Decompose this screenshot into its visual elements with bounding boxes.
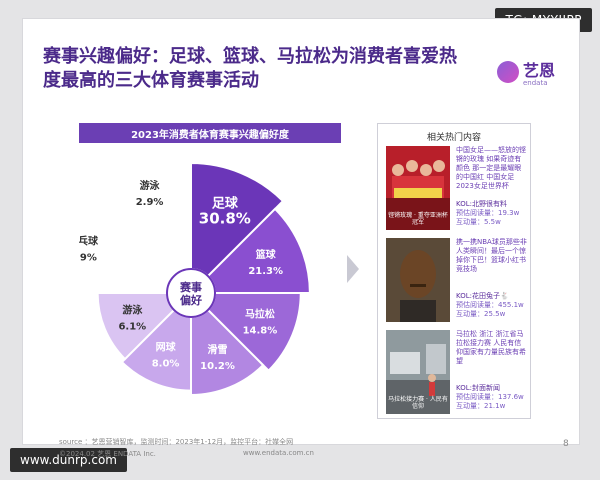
footer-copyright: ©2024.02 艺恩 ENDATA Inc. bbox=[59, 450, 156, 458]
hot-item-meta: KOL:花田兔子🐇 预估阅读量：455.1w 互动量：25.5w bbox=[456, 292, 528, 319]
hot-item-interactions: 互动量：25.5w bbox=[456, 310, 506, 318]
chart-title: 2023年消费者体育赛事兴趣偏好度 bbox=[79, 123, 341, 143]
hot-item-meta: KOL:封面新闻 预估阅读量：137.6w 互动量：21.1w bbox=[456, 384, 528, 411]
hot-item-meta: KOL:北野很有料 预估阅读量：19.3w 互动量：5.5w bbox=[456, 200, 528, 227]
slice-value-label: 5.9% bbox=[79, 252, 97, 263]
slide-title: 赛事兴趣偏好：足球、篮球、马拉松为消费者喜爱热度最高的三大体育赛事活动 bbox=[43, 46, 457, 91]
hot-item-thumbnail bbox=[386, 238, 450, 322]
hot-item-kol: KOL:北野很有料 bbox=[456, 200, 507, 208]
hot-item-thumb-caption: 马拉松接力赛 · 人民有信仰 bbox=[388, 396, 448, 410]
brand-logo: 艺恩 endata bbox=[496, 57, 555, 87]
hot-item-interactions: 互动量：21.1w bbox=[456, 402, 506, 410]
hot-item-kol: KOL:花田兔子🐇 bbox=[456, 292, 509, 300]
slice-value-label: 14.8% bbox=[243, 326, 278, 337]
slice-category-label: 足球 bbox=[212, 195, 239, 211]
report-slide: 赛事兴趣偏好：足球、篮球、马拉松为消费者喜爱热度最高的三大体育赛事活动 艺恩 e… bbox=[22, 18, 580, 458]
hot-item-thumbnail: 铿锵玫瑰 · 重夺亚洲杯冠军 bbox=[386, 146, 450, 230]
hot-item-kol: KOL:封面新闻 bbox=[456, 384, 500, 392]
page-number: 8 bbox=[563, 439, 569, 449]
watermark-bottom: www.dunrp.com bbox=[10, 448, 127, 472]
slice-value-label: 21.3% bbox=[248, 266, 283, 277]
hot-item-text: 马拉松 浙江 浙江省马拉松接力赛 人民有信仰国家有力量民族有希望 bbox=[456, 330, 526, 365]
center-hub bbox=[166, 268, 216, 318]
arrow-right-icon bbox=[347, 255, 359, 283]
hot-item-basketball[interactable]: 携一携NBA球员那些非人类瞬间！最后一个惊掉你下巴！篮球小红书竞技场 KOL:花… bbox=[386, 238, 528, 322]
hot-item-thumb-caption: 铿锵玫瑰 · 重夺亚洲杯冠军 bbox=[388, 212, 448, 226]
logo-mark-icon bbox=[496, 61, 519, 83]
preference-chart-card: 2023年消费者体育赛事兴趣偏好度 足球 30.8% 篮球 21.3% 马拉松 14.8%… bbox=[79, 123, 341, 415]
slice-category-label: 乒乓球 bbox=[79, 234, 99, 247]
hot-item-marathon[interactable]: 马拉松接力赛 · 人民有信仰 马拉松 浙江 浙江省马拉松接力赛 人民有信仰国家有… bbox=[386, 330, 526, 414]
marathon-street-photo-icon bbox=[386, 330, 450, 414]
footer-source: source ：艺恩营销智库，监测时间：2023年1-12月，监控平台：社媒全网 bbox=[59, 438, 294, 446]
hot-item-views: 预估阅读量：19.3w bbox=[456, 209, 520, 217]
hot-item-views: 预估阅读量：455.1w bbox=[456, 301, 524, 309]
hot-item-interactions: 互动量：5.5w bbox=[456, 218, 501, 226]
slice-category-label: 游泳 bbox=[122, 303, 143, 316]
hot-item-views: 预估阅读量：137.6w bbox=[456, 393, 524, 401]
hot-item-text: 携一携NBA球员那些非人类瞬间！最后一个惊掉你下巴！篮球小红书竞技场 bbox=[456, 238, 527, 273]
hot-content-panel: 相关热门内容 铿锵玫瑰 · 重夺亚洲杯冠军 中国女足——怒放 bbox=[377, 123, 531, 419]
hot-item-thumbnail: 马拉松接力赛 · 人民有信仰 bbox=[386, 330, 450, 414]
slice-value-label: 8.0% bbox=[152, 358, 180, 369]
hot-content-title: 相关热门内容 bbox=[426, 133, 481, 143]
football-team-photo-icon bbox=[386, 146, 450, 230]
slice-category-label: 篮球 bbox=[255, 248, 277, 261]
hot-item-text: 中国女足——怒放的铿锵的玫瑰 如果奇迹有颜色 那一定是最耀眼的中国红 中国女足2… bbox=[456, 146, 526, 190]
basketball-player-photo-icon bbox=[386, 238, 450, 322]
slice-category-label: 滑雪 bbox=[208, 343, 228, 356]
footer-url[interactable]: www.endata.com.cn bbox=[243, 449, 314, 457]
slice-category-label: 马拉松 bbox=[245, 308, 275, 321]
slice-value-label: 30.8% bbox=[199, 209, 251, 227]
center-label: 偏好 bbox=[180, 293, 202, 307]
slice-category-label: 游泳 bbox=[140, 179, 161, 192]
slice-value-label: 6.1% bbox=[118, 321, 146, 332]
logo-text: 艺恩 bbox=[522, 61, 555, 80]
slice-value-label: 10.2% bbox=[200, 361, 235, 372]
center-label: 赛事 bbox=[179, 280, 202, 294]
slice-value-label: 2.9% bbox=[136, 197, 164, 208]
logo-subtext: endata bbox=[522, 79, 548, 87]
slice-category-label: 网球 bbox=[156, 340, 177, 353]
hot-item-football[interactable]: 铿锵玫瑰 · 重夺亚洲杯冠军 中国女足——怒放的铿锵的玫瑰 如果奇迹有颜色 那一… bbox=[386, 146, 526, 230]
